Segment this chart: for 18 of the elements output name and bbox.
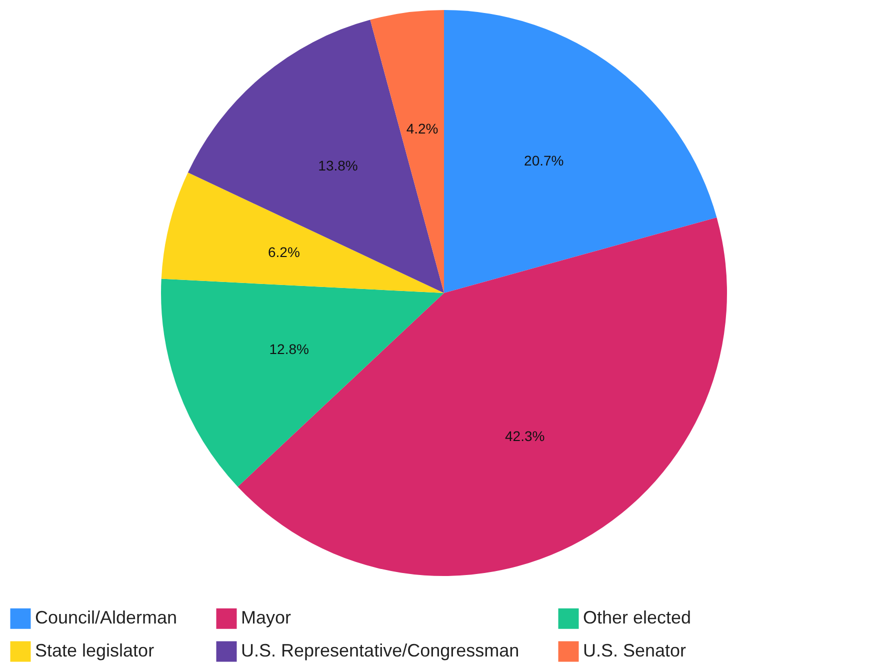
data-label: 4.2%	[406, 120, 438, 136]
pie-slice	[444, 10, 717, 293]
pie-slice	[161, 278, 444, 487]
pie-slice	[238, 217, 727, 576]
data-label: 20.7%	[524, 152, 564, 169]
data-label: 42.3%	[504, 428, 545, 444]
legend-label: U.S. Representative/Congressman	[241, 640, 520, 660]
pie-slice	[370, 10, 444, 293]
pie-slice	[161, 172, 444, 293]
legend-label: State legislator	[35, 640, 154, 660]
data-label: 6.2%	[268, 244, 300, 260]
legend-label: Other elected	[583, 608, 692, 628]
pie-slice	[188, 20, 444, 293]
legend-label: Council/Alderman	[35, 608, 178, 628]
legend-label: U.S. Senator	[583, 640, 686, 660]
data-label: 13.8%	[318, 158, 358, 174]
legend-label: Mayor	[241, 608, 292, 628]
data-label: 12.8%	[269, 340, 309, 357]
